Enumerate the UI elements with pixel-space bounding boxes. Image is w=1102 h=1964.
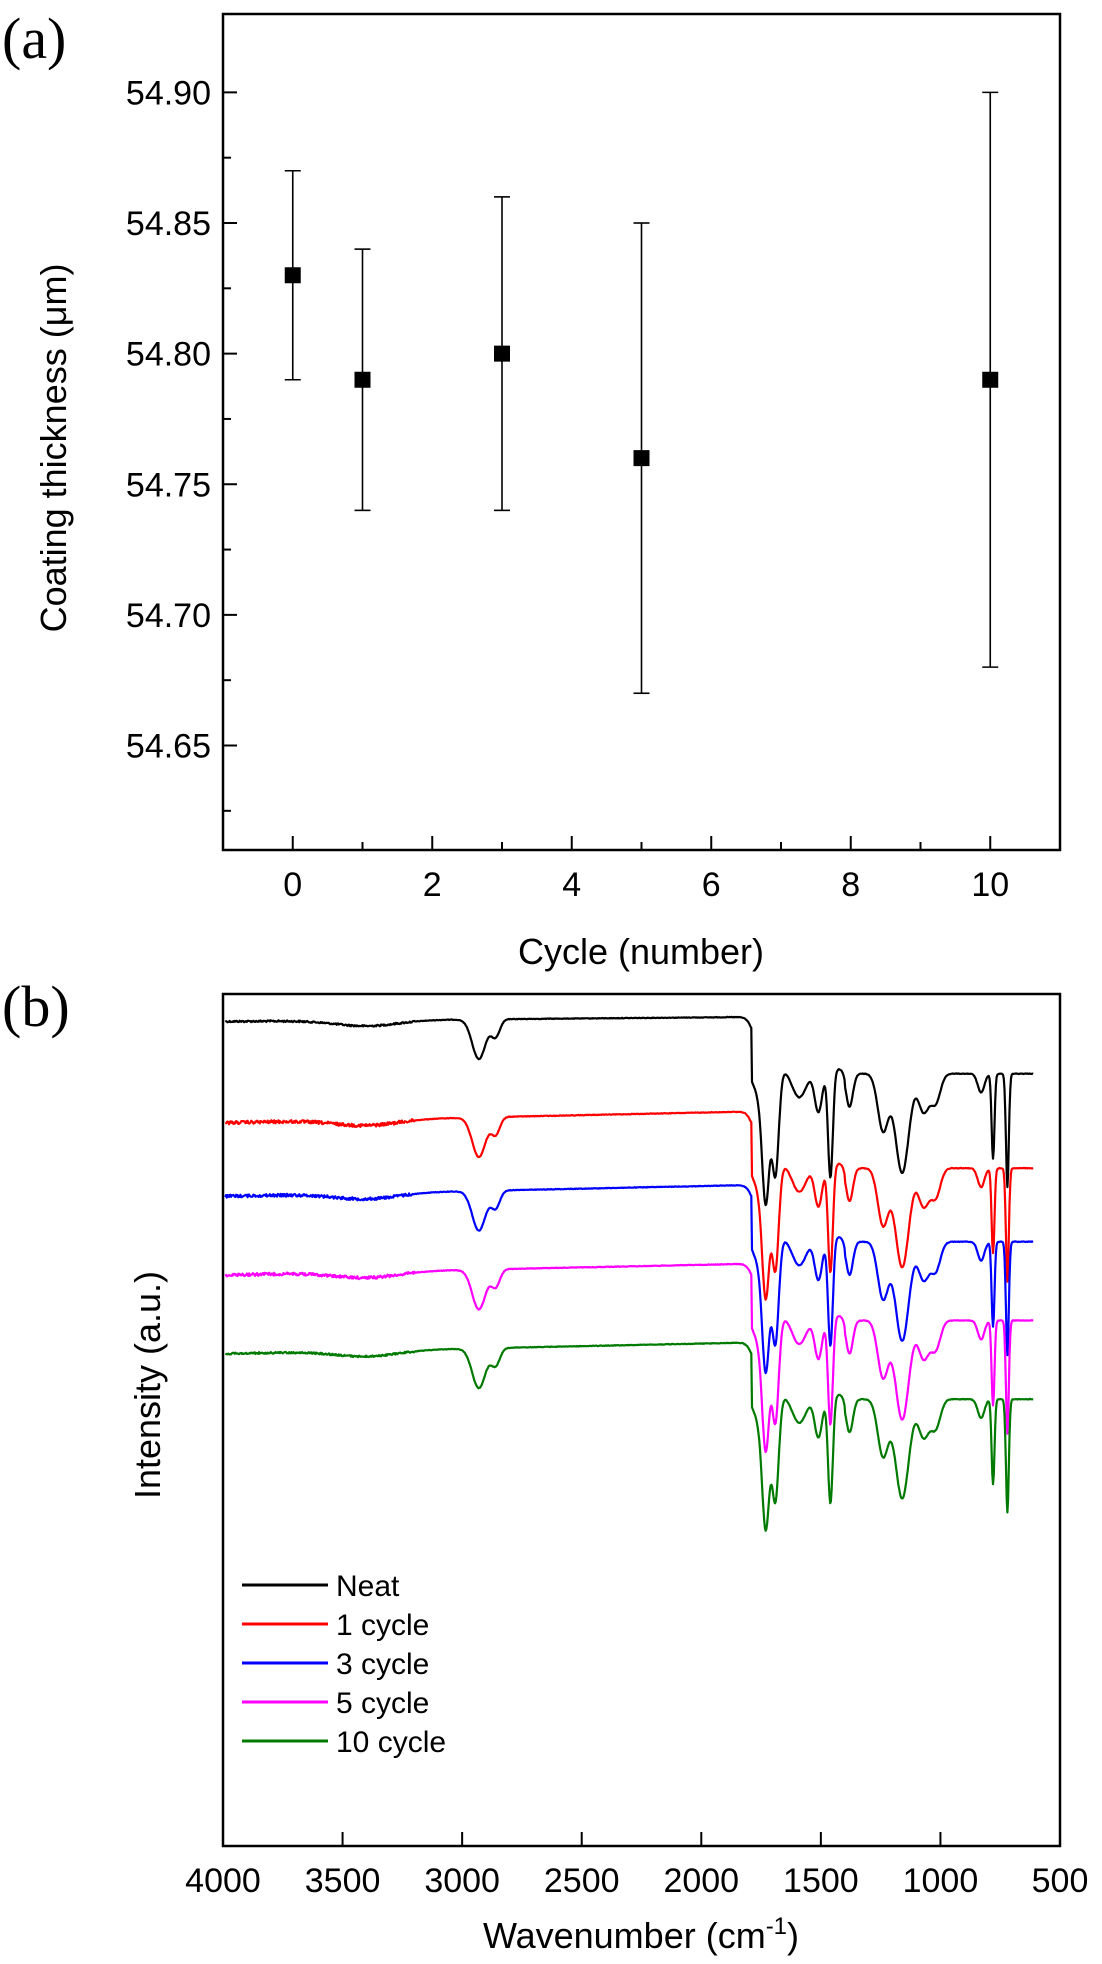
panel-b-x-axis-title-main: Wavenumber (cm bbox=[483, 1915, 766, 1956]
panel-b-x-tick-label: 3000 bbox=[424, 1862, 500, 1900]
panel-a-y-tick-label: 54.65 bbox=[126, 728, 211, 766]
panel-b-x-tick-label: 2500 bbox=[544, 1862, 620, 1900]
data-point bbox=[284, 267, 301, 284]
panel-b-plot-frame bbox=[221, 992, 1062, 1848]
spectrum-line-5 bbox=[224, 1262, 1034, 1454]
panel-a-y-tick-label: 54.85 bbox=[126, 205, 211, 243]
panel-a-y-tick-label: 54.75 bbox=[126, 466, 211, 504]
panel-a-y-tick-label: 54.80 bbox=[126, 336, 211, 374]
legend-label: Neat bbox=[336, 1570, 400, 1603]
panel-b-y-axis-title: Intensity (a.u.) bbox=[127, 1271, 168, 1499]
spectrum-line-2 bbox=[224, 1110, 1034, 1301]
legend-label: 5 cycle bbox=[336, 1687, 429, 1720]
panel-a-x-tick-label: 0 bbox=[283, 866, 302, 904]
panel-b-x-axis-title-sup: -1 bbox=[766, 1913, 787, 1940]
panel-a-x-axis-title: Cycle (number) bbox=[518, 931, 764, 972]
panel-a-label: (a) bbox=[2, 6, 66, 71]
panel-b-x-tick-label: 1500 bbox=[783, 1862, 859, 1900]
panel-b-x-tick-label: 4000 bbox=[185, 1862, 261, 1900]
panel-a-x-tick-label: 6 bbox=[702, 866, 721, 904]
panel-b-x-tick-label: 3500 bbox=[305, 1862, 381, 1900]
data-point bbox=[982, 371, 999, 388]
spectrum-line-1 bbox=[224, 1015, 1034, 1207]
panel-b-label: (b) bbox=[2, 974, 70, 1039]
panel-b-x-tick-label: 1000 bbox=[903, 1862, 979, 1900]
panel-b-x-tick-label: 500 bbox=[1032, 1862, 1089, 1900]
panel-b: 4000 3500 3000 2500 2000 1500 1000 500 Neat 1 cyc… bbox=[185, 992, 1089, 1900]
panel-a-y-tick-label: 54.90 bbox=[126, 74, 211, 112]
panel-b-x-axis-title: Wavenumber (cm-1) bbox=[483, 1913, 799, 1956]
data-point bbox=[354, 371, 371, 388]
panel-a-x-tick-label: 8 bbox=[841, 866, 860, 904]
legend-label: 10 cycle bbox=[336, 1726, 446, 1759]
panel-a: 0 2 4 6 8 10 54.65 54.70 54.75 54.80 54.85 54.90 bbox=[126, 12, 1062, 904]
panel-a-x-tick-label: 2 bbox=[423, 866, 442, 904]
legend-label: 3 cycle bbox=[336, 1648, 429, 1681]
spectrum-line-3 bbox=[224, 1184, 1034, 1375]
data-point bbox=[494, 345, 510, 362]
panel-a-x-tick-label: 4 bbox=[562, 866, 581, 904]
spectrum-line-10 bbox=[224, 1341, 1034, 1532]
panel-b-x-axis-title-tail: ) bbox=[787, 1915, 799, 1956]
panel-a-y-tick-label: 54.70 bbox=[126, 597, 211, 635]
panel-b-x-tick-label: 2000 bbox=[663, 1862, 739, 1900]
panel-a-y-axis-title: Coating thickness (μm) bbox=[33, 264, 74, 633]
legend-label: 1 cycle bbox=[336, 1609, 429, 1642]
panel-a-x-tick-label: 10 bbox=[971, 866, 1009, 904]
data-point bbox=[633, 450, 650, 467]
